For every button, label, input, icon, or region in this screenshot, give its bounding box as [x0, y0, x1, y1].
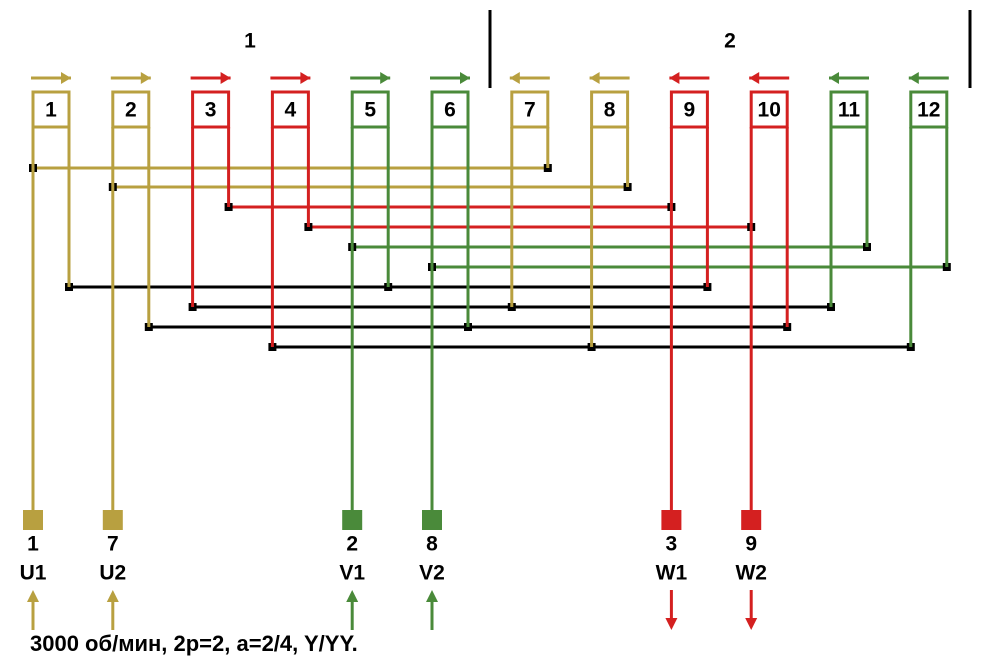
arrow-head [669, 72, 680, 84]
terminal-label: V2 [419, 562, 445, 585]
terminal-label: U2 [99, 562, 126, 585]
slot-number: 11 [838, 99, 861, 122]
slot-number: 9 [684, 99, 696, 122]
terminal-number: 7 [107, 533, 119, 556]
arrow-head [908, 72, 919, 84]
slot-number: 7 [524, 99, 536, 122]
slot-box [430, 90, 470, 129]
arrow-head [106, 590, 119, 602]
terminal-label: U1 [20, 562, 47, 585]
arrow-head [300, 72, 311, 84]
arrow-head [665, 618, 678, 630]
slot-box [111, 90, 151, 129]
terminal [422, 510, 442, 530]
slot-number: 4 [285, 99, 297, 122]
slot-box [590, 90, 630, 129]
slot-box [510, 90, 550, 129]
arrow-head [460, 72, 470, 84]
terminal [661, 510, 682, 530]
terminal-number: 1 [27, 533, 39, 556]
terminal-number: 8 [426, 533, 438, 556]
slot-box [749, 90, 789, 129]
arrow-head [509, 72, 520, 84]
terminal-number: 2 [346, 533, 358, 556]
terminal [342, 510, 363, 530]
group-label: 2 [724, 30, 736, 53]
arrow-head [380, 72, 391, 84]
terminal-number: 3 [666, 533, 678, 556]
slot-box [669, 90, 709, 129]
slot-number: 8 [604, 99, 616, 122]
arrow-head [745, 618, 758, 630]
arrow-head [140, 72, 151, 84]
arrow-head [829, 72, 839, 84]
arrow-head [589, 72, 600, 84]
slot-box [191, 90, 231, 129]
slot-box [829, 90, 869, 129]
terminal [741, 510, 762, 530]
arrow-head [27, 590, 39, 602]
terminal [23, 510, 43, 530]
arrow-head [426, 590, 438, 602]
slot-box [909, 90, 949, 129]
slot-number: 2 [125, 99, 137, 122]
arrow-head [220, 72, 231, 84]
terminal-label: V1 [339, 562, 365, 585]
slot-box [270, 90, 310, 129]
slot-number: 3 [205, 99, 217, 122]
slot-number: 12 [917, 99, 940, 122]
slot-number: 10 [758, 99, 781, 122]
slot-number: 1 [45, 99, 57, 122]
terminal [102, 510, 123, 530]
arrow-head [61, 72, 71, 84]
slot-number: 5 [364, 99, 376, 122]
arrow-head [346, 590, 359, 602]
caption: 3000 об/мин, 2p=2, a=2/4, Y/YY. [30, 631, 358, 656]
terminal-number: 9 [745, 533, 757, 556]
terminal-label: W1 [656, 562, 688, 585]
slot-number: 6 [444, 99, 456, 122]
slot-box [350, 90, 390, 129]
terminal-label: W2 [735, 562, 767, 585]
group-label: 1 [244, 30, 256, 53]
slot-box [31, 90, 71, 129]
arrow-head [749, 72, 760, 84]
